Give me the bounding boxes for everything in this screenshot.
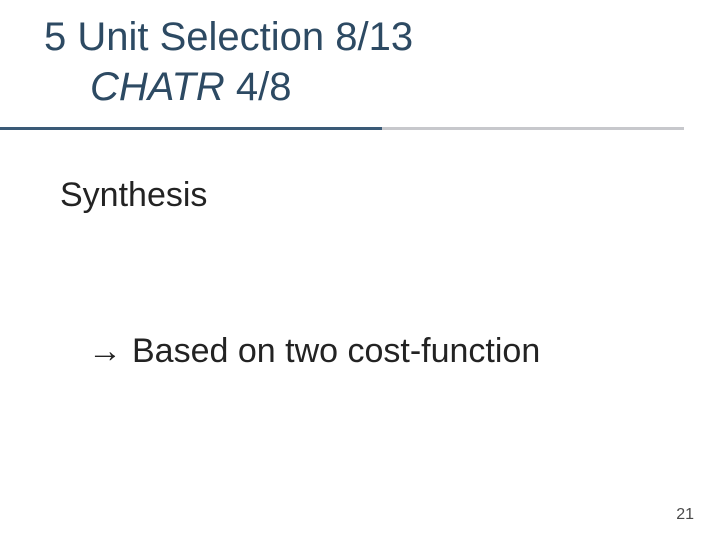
title-line-1-prefix: 5 Unit Selection	[44, 15, 335, 59]
title-underline-light	[382, 127, 684, 130]
bullet-line: → Based on two cost-function	[88, 332, 540, 370]
body-heading-block: Synthesis	[60, 176, 660, 215]
slide: 5 Unit Selection 8/13 CHATR 4/8 Synthesi…	[0, 0, 720, 540]
body-heading: Synthesis	[60, 176, 207, 214]
body-bullet-block: → Based on two cost-function	[60, 332, 660, 371]
title-line-2: CHATR 4/8	[44, 62, 680, 112]
title-line-2-italic: CHATR	[90, 65, 225, 109]
page-number: 21	[676, 506, 694, 524]
title-line-1: 5 Unit Selection 8/13	[44, 12, 680, 62]
slide-title: 5 Unit Selection 8/13 CHATR 4/8	[44, 12, 680, 112]
arrow-icon: →	[88, 332, 122, 371]
title-line-2-rest: 4/8	[225, 65, 292, 109]
bullet-text: Based on two cost-function	[132, 332, 540, 370]
title-underline-dark	[0, 127, 382, 130]
title-line-1-suffix: 8/13	[335, 15, 413, 59]
